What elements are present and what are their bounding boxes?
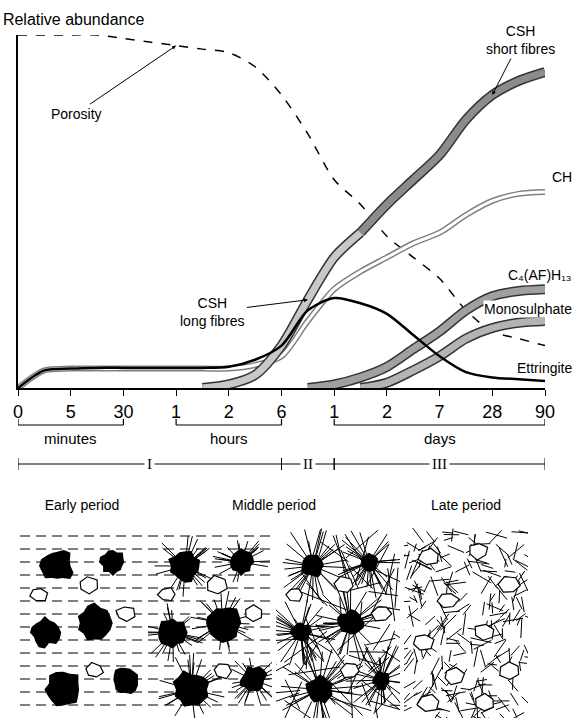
svg-text:III: III	[432, 456, 447, 472]
svg-text:CH: CH	[552, 169, 572, 185]
svg-text:30: 30	[113, 402, 133, 422]
svg-text:28: 28	[482, 402, 502, 422]
svg-text:1: 1	[329, 402, 339, 422]
svg-text:Late period: Late period	[431, 497, 501, 513]
svg-text:7: 7	[435, 402, 445, 422]
svg-text:0: 0	[13, 402, 23, 422]
svg-text:2: 2	[382, 402, 392, 422]
svg-text:6: 6	[276, 402, 286, 422]
svg-text:II: II	[303, 456, 313, 472]
svg-text:I: I	[147, 456, 152, 472]
svg-text:C₄(AF)H₁₃: C₄(AF)H₁₃	[508, 267, 572, 283]
svg-text:Middle period: Middle period	[232, 497, 316, 513]
svg-text:90: 90	[535, 402, 555, 422]
svg-text:CSHshort fibres: CSHshort fibres	[486, 23, 555, 57]
svg-text:5: 5	[66, 402, 76, 422]
svg-text:Early period: Early period	[45, 497, 120, 513]
svg-text:Porosity: Porosity	[51, 106, 102, 122]
svg-text:Relative abundance: Relative abundance	[3, 11, 145, 28]
svg-text:minutes: minutes	[44, 430, 97, 447]
svg-text:1: 1	[171, 402, 181, 422]
svg-text:CSHlong fibres: CSHlong fibres	[180, 295, 245, 329]
svg-text:Ettringite: Ettringite	[517, 360, 572, 376]
svg-text:2: 2	[224, 402, 234, 422]
svg-text:days: days	[424, 430, 456, 447]
svg-text:hours: hours	[210, 430, 248, 447]
svg-text:Monosulphate: Monosulphate	[484, 301, 572, 317]
